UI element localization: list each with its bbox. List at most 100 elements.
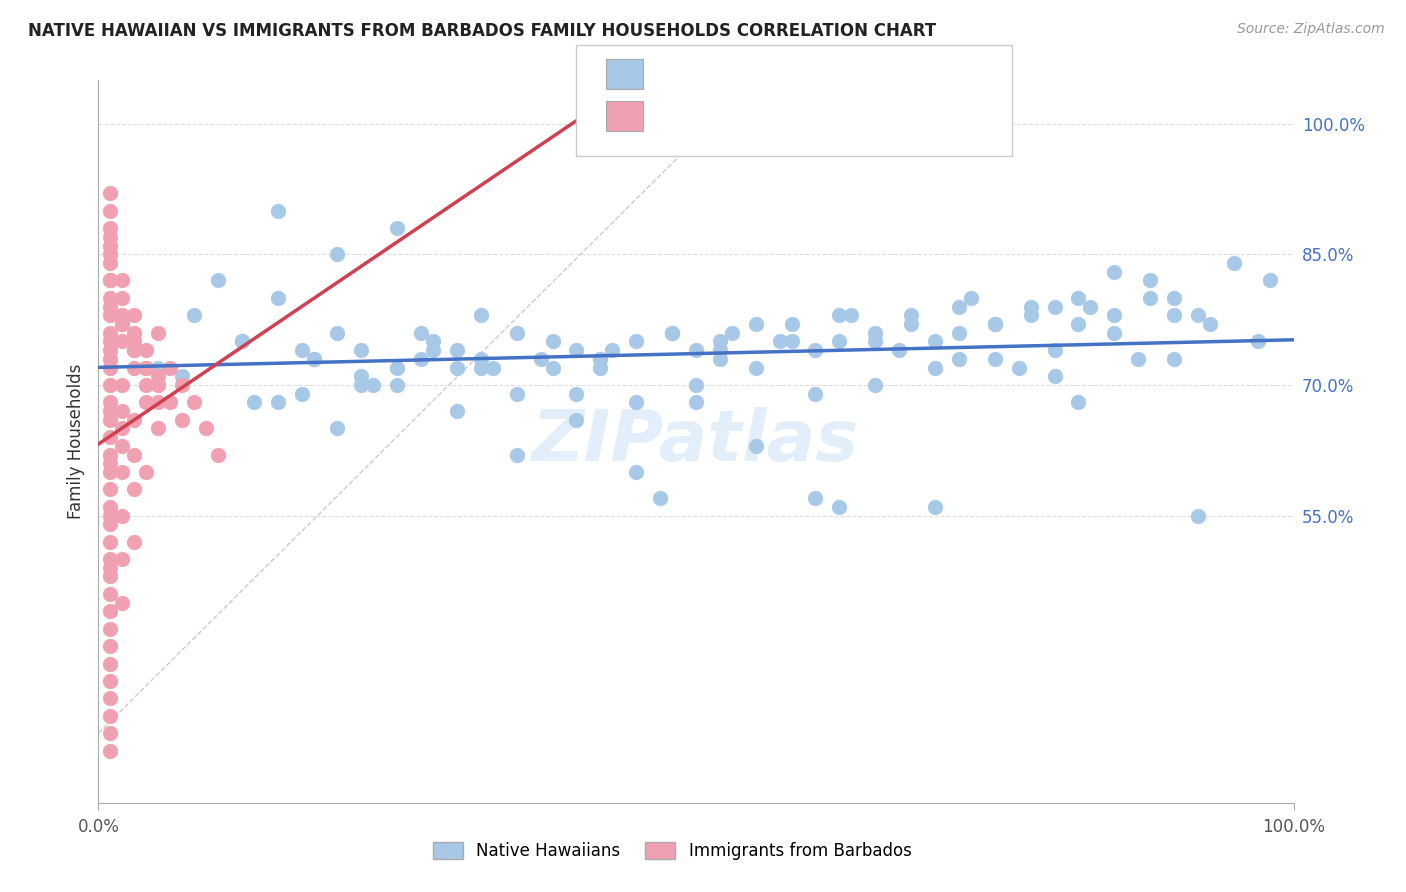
Point (1187, 508, 1209, 523)
Point (98, 743, 122, 757)
Point (648, 491, 672, 505)
Point (565, 386, 588, 401)
Point (98, 508, 122, 523)
Point (745, 439, 768, 453)
Point (111, 291, 134, 305)
Point (1139, 291, 1161, 305)
Point (172, 378, 194, 392)
Point (124, 343, 146, 358)
Point (889, 343, 911, 358)
Point (1187, 308, 1209, 322)
Point (685, 378, 707, 392)
Point (207, 448, 229, 462)
Point (1019, 300, 1042, 314)
Point (948, 300, 970, 314)
Point (98, 300, 122, 314)
Point (446, 360, 468, 375)
Point (111, 421, 134, 435)
Point (385, 360, 409, 375)
Point (602, 343, 624, 358)
Point (124, 308, 146, 322)
Point (506, 386, 529, 401)
Point (98, 230, 122, 244)
Text: R =  0.167: R = 0.167 (654, 109, 758, 127)
Point (148, 378, 170, 392)
Point (924, 500, 946, 514)
Point (98, 203, 122, 218)
Point (98, 351, 122, 366)
Point (1043, 343, 1066, 358)
Point (661, 326, 683, 340)
Point (804, 491, 827, 505)
Point (124, 326, 146, 340)
Point (111, 465, 134, 479)
Point (111, 273, 134, 287)
Point (124, 334, 146, 349)
Point (124, 448, 146, 462)
Point (411, 351, 433, 366)
Point (231, 334, 253, 349)
Point (98, 465, 122, 479)
Point (98, 708, 122, 723)
Point (685, 343, 707, 358)
Point (98, 360, 122, 375)
Text: ZIPatlas: ZIPatlas (533, 407, 859, 476)
Point (135, 360, 157, 375)
Point (709, 343, 731, 358)
Point (470, 360, 492, 375)
Point (326, 247, 349, 261)
Point (183, 308, 205, 322)
Point (589, 351, 612, 366)
Point (745, 360, 768, 375)
Point (1043, 369, 1066, 384)
Point (326, 326, 349, 340)
Point (111, 439, 134, 453)
Point (124, 483, 146, 497)
Point (363, 378, 385, 392)
Point (745, 317, 768, 331)
Point (98, 456, 122, 470)
Point (1104, 308, 1126, 322)
Point (709, 351, 731, 366)
Point (98, 378, 122, 392)
Point (506, 326, 529, 340)
Point (183, 395, 205, 409)
Point (291, 386, 314, 401)
Point (924, 334, 946, 349)
Point (148, 360, 170, 375)
Point (207, 273, 229, 287)
Point (98, 569, 122, 583)
Point (828, 308, 851, 322)
Point (1104, 326, 1126, 340)
Point (98, 639, 122, 653)
Point (984, 317, 1007, 331)
Point (302, 351, 325, 366)
Point (865, 326, 887, 340)
Point (98, 622, 122, 636)
Point (1008, 360, 1031, 375)
Point (148, 421, 170, 435)
Point (565, 343, 588, 358)
Point (98, 657, 122, 671)
Point (828, 500, 851, 514)
Point (709, 334, 731, 349)
Point (98, 413, 122, 427)
Point (626, 334, 648, 349)
Point (98, 483, 122, 497)
Point (385, 221, 409, 235)
Point (148, 369, 170, 384)
Point (98, 221, 122, 235)
Point (446, 343, 468, 358)
Point (98, 673, 122, 688)
Point (948, 326, 970, 340)
Point (111, 317, 134, 331)
Point (111, 308, 134, 322)
Point (350, 343, 373, 358)
Point (267, 395, 290, 409)
Point (1139, 273, 1161, 287)
Point (135, 343, 157, 358)
Point (111, 404, 134, 418)
Point (470, 308, 492, 322)
Point (98, 395, 122, 409)
Point (841, 308, 863, 322)
